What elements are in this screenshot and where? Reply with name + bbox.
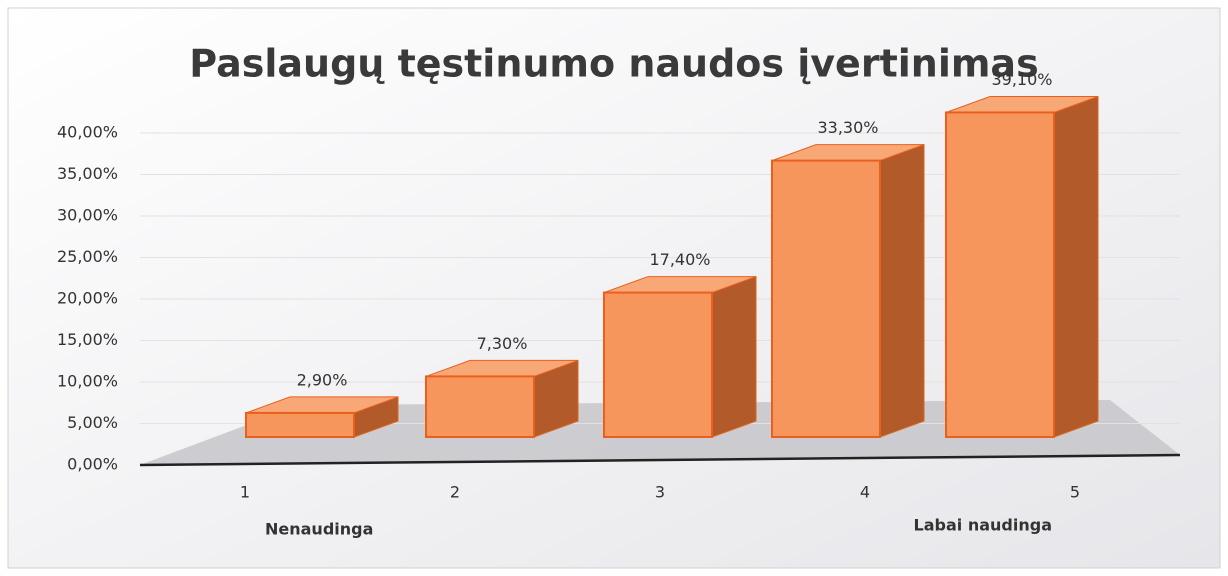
x-tick-label: 3: [655, 483, 665, 502]
data-label: 33,30%: [817, 118, 878, 137]
x-axis: [139, 453, 1181, 467]
bar-side: [711, 275, 757, 438]
bar: [603, 291, 713, 438]
bar-side: [1053, 95, 1099, 438]
annotation: Labai naudinga: [914, 516, 1052, 535]
chart-title: Paslaugų tęstinumo naudos įvertinimas: [189, 42, 1038, 86]
bar-side: [879, 143, 925, 438]
bar: [771, 159, 881, 439]
y-tick-label: 15,00%: [57, 330, 118, 349]
x-tick-label: 2: [450, 483, 460, 502]
y-tick-label: 10,00%: [57, 372, 118, 391]
x-tick-label: 5: [1070, 483, 1080, 502]
data-label: 17,40%: [649, 250, 710, 269]
y-tick-label: 0,00%: [67, 455, 118, 474]
y-tick-label: 25,00%: [57, 247, 118, 266]
x-tick-label: 1: [240, 483, 250, 502]
x-tick-label: 4: [860, 483, 870, 502]
y-tick-label: 30,00%: [57, 206, 118, 225]
y-tick-label: 5,00%: [67, 413, 118, 432]
data-label: 7,30%: [477, 334, 528, 353]
data-label: 2,90%: [297, 370, 348, 389]
data-label: 39,10%: [991, 70, 1052, 89]
annotation: Nenaudinga: [265, 520, 373, 539]
bar: [245, 411, 355, 438]
y-tick-label: 40,00%: [57, 123, 118, 142]
y-tick-label: 35,00%: [57, 164, 118, 183]
bar: [425, 375, 535, 439]
y-tick-label: 20,00%: [57, 289, 118, 308]
bar: [945, 111, 1055, 438]
